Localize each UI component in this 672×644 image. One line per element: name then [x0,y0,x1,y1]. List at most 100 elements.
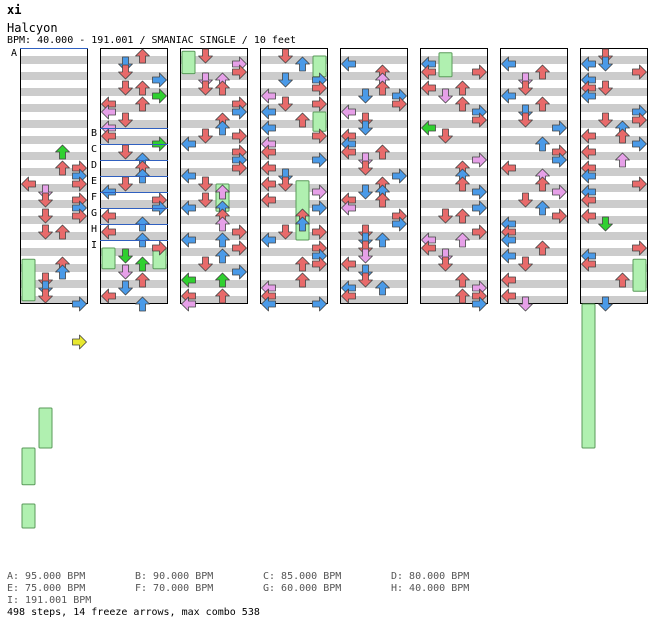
column-outline [340,48,408,304]
step-arrow [472,296,487,312]
step-arrow [341,256,356,272]
step-arrow [118,264,133,280]
beat-stripe [100,232,168,240]
beat-stripe [500,152,568,160]
step-arrow [358,240,373,256]
bpm-change-label: H [91,224,97,235]
bpm-legend-item: D: 80.000 BPM [391,571,470,582]
step-arrow [312,96,327,112]
beat-stripe [340,296,408,304]
beat-stripe [500,248,568,256]
beat-stripe [20,216,88,224]
beat-stripe [500,280,568,288]
step-arrow [312,224,327,240]
beat-stripe [20,88,88,96]
beat-stripe [260,136,328,144]
step-arrow [598,296,613,312]
beat-stripe [500,56,568,64]
beat-stripe [260,120,328,128]
column-outline [260,48,328,304]
freeze-arrow [438,52,453,78]
step-arrow [118,64,133,80]
chart-column [420,48,488,304]
beat-stripe [180,72,248,80]
step-arrow [118,280,133,296]
step-arrow [632,112,647,128]
beat-stripe [340,248,408,256]
step-arrow [375,80,390,96]
beat-stripe [260,72,328,80]
bpm-legend-item: F: 70.000 BPM [135,583,214,594]
step-arrow [215,272,230,288]
beat-stripe [180,280,248,288]
beat-stripe [340,280,408,288]
step-arrow [455,208,470,224]
beat-stripe [260,56,328,64]
step-arrow [118,248,133,264]
step-arrow [581,256,596,272]
beat-stripe [340,152,408,160]
step-arrow [358,112,373,128]
step-arrow [358,248,373,264]
step-arrow [421,240,436,256]
step-arrow [295,256,310,272]
beat-stripe [340,168,408,176]
step-arrow [215,184,230,200]
beat-stripe [340,88,408,96]
beat-stripe [340,56,408,64]
beat-stripe [420,168,488,176]
step-arrow [312,184,327,200]
step-arrow [312,128,327,144]
step-arrow [261,104,276,120]
step-arrow [181,272,196,288]
beat-stripe [180,216,248,224]
step-arrow [501,288,516,304]
step-arrow [38,192,53,208]
chart-column [340,48,408,304]
beat-stripe [260,296,328,304]
step-arrow [135,296,150,312]
beat-stripe [580,200,648,208]
beat-stripe [420,72,488,80]
beat-stripe [100,280,168,288]
step-arrow [198,192,213,208]
chart-column [100,48,168,304]
beat-stripe [420,120,488,128]
beat-stripe [580,248,648,256]
bpm-change-label: G [91,208,97,219]
beat-stripe [420,200,488,208]
beat-stripe [100,152,168,160]
step-arrow [261,296,276,312]
bpm-legend-item: A: 95.000 BPM [7,571,86,582]
step-arrow [358,184,373,200]
step-arrow [135,96,150,112]
step-arrow [312,80,327,96]
beat-stripe [20,232,88,240]
step-arrow [215,248,230,264]
step-arrow [232,128,247,144]
beat-stripe [340,264,408,272]
beat-stripe [100,264,168,272]
step-arrow [38,288,53,304]
beat-stripe [580,232,648,240]
bpm-change-label: F [91,192,97,203]
beat-stripe [100,56,168,64]
beat-stripe [500,184,568,192]
beat-stripe [580,296,648,304]
beat-stripe [100,120,168,128]
step-arrow [358,272,373,288]
beat-stripe [260,232,328,240]
step-arrow [181,296,196,312]
beat-stripe [180,248,248,256]
bpm-change-label: I [91,240,97,251]
beat-stripe [20,152,88,160]
step-arrow [295,216,310,232]
step-arrow [341,144,356,160]
beat-stripe [20,248,88,256]
beat-stripe [100,296,168,304]
step-arrow [552,184,567,200]
step-arrow [101,224,116,240]
beat-stripe [500,216,568,224]
bpm-change-label: E [91,176,97,187]
header-mark: xi [7,3,22,17]
